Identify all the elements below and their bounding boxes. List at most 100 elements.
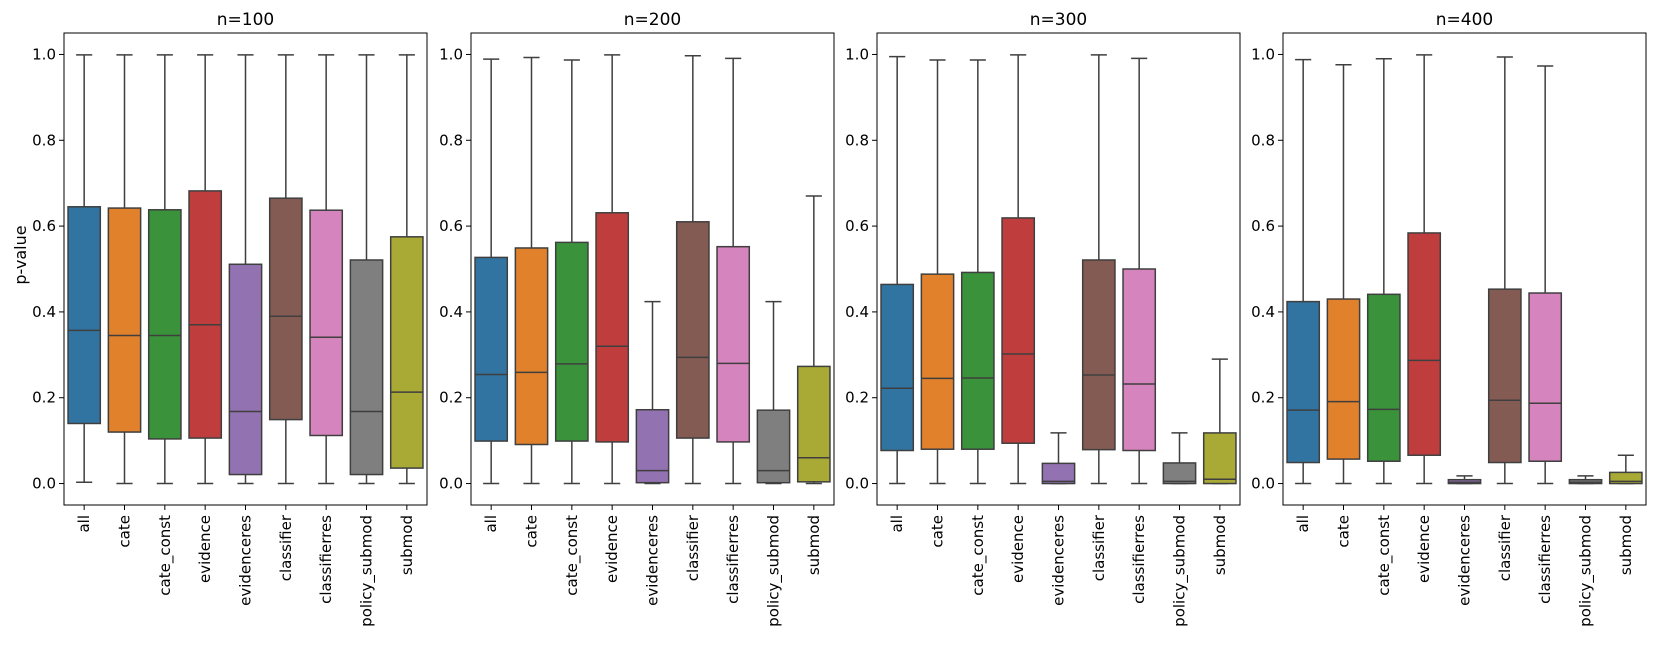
box-evidenceres <box>1447 475 1482 485</box>
y-tick-label: 0.8 <box>32 131 56 149</box>
box-classifier <box>1487 56 1522 485</box>
axes-frame <box>876 32 1241 506</box>
iqr-box <box>1202 432 1237 485</box>
x-tick-label: cate <box>929 515 947 548</box>
box-submod <box>389 54 424 485</box>
x-tick-label: all <box>75 515 93 533</box>
x-tick-label: submod <box>398 515 416 575</box>
y-tick-label: 0.6 <box>439 217 463 235</box>
x-tick-label: policy_submod <box>765 515 784 627</box>
x-tick-label: classifier <box>1496 514 1514 581</box>
iqr-box <box>635 408 670 484</box>
x-tick-label: cate <box>1335 515 1353 548</box>
panel-4: n=400 0.0 0.2 0.4 0.6 0.8 1.0 all cate cate_const… <box>1251 10 1647 627</box>
box-policy_submod <box>1568 475 1603 485</box>
box-cate <box>107 54 142 485</box>
x-tick-label: cate_const <box>969 515 988 596</box>
box-cate_const <box>1366 57 1401 485</box>
y-tick-label: 1.0 <box>32 45 56 63</box>
box-evidenceres <box>635 300 670 485</box>
x-tick-label: submod <box>1617 515 1635 575</box>
iqr-box <box>1487 288 1522 464</box>
x-tick-label: evidence <box>1009 515 1027 583</box>
box-classifier <box>1081 54 1116 485</box>
box-all <box>880 55 915 485</box>
iqr-box <box>514 247 549 446</box>
iqr-box <box>796 365 831 483</box>
x-tick-label: policy_submod <box>358 515 377 627</box>
iqr-box <box>228 263 263 476</box>
iqr-box <box>1407 232 1442 456</box>
axes-frame <box>470 32 835 506</box>
y-tick-label: 0.8 <box>439 131 463 149</box>
x-tick-label: cate <box>116 515 134 548</box>
box-all <box>1286 58 1321 485</box>
iqr-box <box>1001 217 1036 444</box>
y-tick-label: 0.4 <box>439 303 463 321</box>
box-classifierres <box>1528 65 1563 485</box>
panel-title: n=200 <box>624 10 681 30</box>
box-classifierres <box>1122 57 1157 485</box>
y-tick-label: 0.2 <box>845 389 869 407</box>
box-submod <box>1608 454 1643 485</box>
y-axis-label: p-value <box>11 225 30 284</box>
iqr-box <box>756 409 791 484</box>
iqr-box <box>309 209 344 437</box>
iqr-box <box>960 271 995 450</box>
x-tick-label: evidence <box>1415 515 1433 583</box>
x-tick-label: policy_submod <box>1577 515 1596 627</box>
y-tick-label: 0.0 <box>439 475 463 493</box>
iqr-box <box>554 241 589 442</box>
y-tick-label: 0.2 <box>439 389 463 407</box>
x-tick-label: evidenceres <box>1050 515 1068 606</box>
iqr-box <box>67 206 102 425</box>
iqr-box <box>1608 471 1643 485</box>
iqr-box <box>595 212 630 443</box>
y-tick-label: 0.6 <box>845 217 869 235</box>
iqr-box <box>880 283 915 452</box>
x-tick-label: cate_const <box>563 515 582 596</box>
y-tick-label: 0.0 <box>845 475 869 493</box>
x-tick-label: classifierres <box>1536 515 1554 604</box>
x-tick-label: evidence <box>196 515 214 583</box>
x-tick-label: all <box>1294 515 1312 533</box>
y-tick-label: 0.4 <box>32 303 56 321</box>
iqr-box <box>1081 259 1116 451</box>
box-policy_submod <box>349 54 384 485</box>
box-cate <box>1326 64 1361 485</box>
x-tick-label: submod <box>805 515 823 575</box>
panels: n=100 0.0 0.2 0.4 0.6 0.8 1.0 all cate cate_const… <box>32 10 1647 627</box>
iqr-box <box>1162 462 1197 485</box>
panel-2: n=200 0.0 0.2 0.4 0.6 0.8 1.0 all cate cate_const… <box>439 10 835 627</box>
iqr-box <box>716 245 751 443</box>
x-tick-label: evidence <box>603 515 621 583</box>
iqr-box <box>107 207 142 433</box>
iqr-box <box>1366 293 1401 462</box>
x-tick-label: evidenceres <box>237 515 255 606</box>
x-tick-label: classifier <box>1090 514 1108 581</box>
box-cate <box>920 59 955 485</box>
box-cate <box>514 56 549 485</box>
iqr-box <box>1041 462 1076 485</box>
iqr-box <box>675 221 710 439</box>
x-tick-label: submod <box>1211 515 1229 575</box>
x-tick-label: evidenceres <box>1456 515 1474 606</box>
axes-frame <box>1282 32 1647 506</box>
iqr-box <box>349 259 384 476</box>
iqr-box <box>1528 292 1563 462</box>
box-evidence <box>1001 54 1036 485</box>
y-tick-label: 0.0 <box>32 475 56 493</box>
iqr-box <box>147 209 182 440</box>
box-evidenceres <box>228 54 263 485</box>
panel-3: n=300 0.0 0.2 0.4 0.6 0.8 1.0 all cate cate_const… <box>845 10 1241 627</box>
x-tick-label: cate <box>523 515 541 548</box>
box-cate_const <box>960 59 995 485</box>
iqr-box <box>1286 300 1321 464</box>
box-policy_submod <box>1162 432 1197 485</box>
x-tick-label: evidenceres <box>644 515 662 606</box>
x-tick-label: all <box>888 515 906 533</box>
iqr-box <box>1326 298 1361 460</box>
x-tick-label: cate_const <box>1375 515 1394 596</box>
y-tick-label: 1.0 <box>439 45 463 63</box>
